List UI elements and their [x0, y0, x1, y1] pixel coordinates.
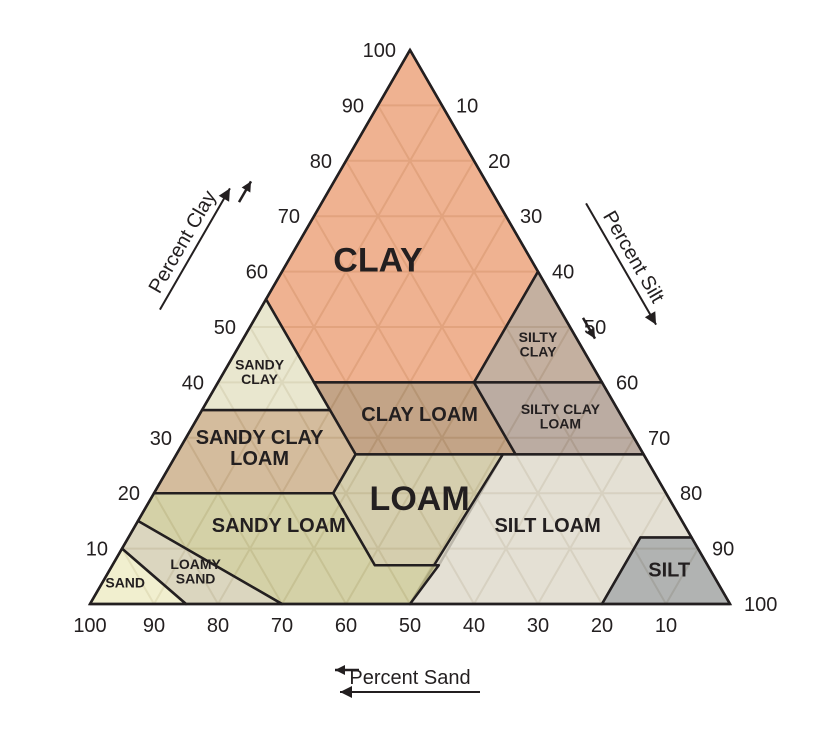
tick-silt-70: 70 — [648, 428, 670, 450]
tick-silt-40: 40 — [552, 262, 574, 284]
tick-sand-70: 70 — [271, 615, 293, 637]
tick-clay-80: 80 — [310, 151, 332, 173]
tick-clay-30: 30 — [150, 428, 172, 450]
tick-sand-50: 50 — [399, 615, 421, 637]
tick-clay-100: 100 — [363, 40, 396, 62]
tick-clay-40: 40 — [182, 372, 204, 394]
tick-clay-60: 60 — [246, 262, 268, 284]
label-loam: LOAM — [370, 480, 470, 518]
label-loamy-sand: LOAMYSAND — [170, 556, 221, 587]
label-clay-loam: CLAY LOAM — [361, 404, 478, 426]
tick-silt-60: 60 — [616, 372, 638, 394]
tick-silt-20: 20 — [488, 151, 510, 173]
tick-clay-10: 10 — [86, 539, 108, 561]
tick-clay-70: 70 — [278, 206, 300, 228]
tick-silt-50: 50 — [584, 317, 606, 339]
tick-silt-10: 10 — [456, 95, 478, 117]
tick-clay-90: 90 — [342, 95, 364, 117]
label-clay: CLAY — [333, 242, 423, 280]
label-silt-loam: SILT LOAM — [494, 515, 600, 537]
tick-sand-40: 40 — [463, 615, 485, 637]
label-silty-clay: SILTYCLAY — [519, 329, 558, 360]
label-sandy-loam: SANDY LOAM — [212, 515, 346, 537]
tick-silt-80: 80 — [680, 483, 702, 505]
tick-sand-60: 60 — [335, 615, 357, 637]
tick-silt-90: 90 — [712, 539, 734, 561]
label-silt: SILT — [648, 559, 690, 581]
tick-sand-90: 90 — [143, 615, 165, 637]
label-sandy-clay: SANDYCLAY — [235, 357, 285, 388]
tick-clay-50: 50 — [214, 317, 236, 339]
tick-sand-10: 10 — [655, 615, 677, 637]
tick-clay-20: 20 — [118, 483, 140, 505]
tick-silt-100: 100 — [744, 594, 777, 616]
tick-sand-30: 30 — [527, 615, 549, 637]
tick-sand-100: 100 — [73, 615, 106, 637]
label-sand: SAND — [105, 574, 145, 590]
tick-sand-20: 20 — [591, 615, 613, 637]
tick-sand-80: 80 — [207, 615, 229, 637]
svg-text:Percent Sand: Percent Sand — [349, 667, 470, 689]
soil-texture-triangle: CLAYSILTYCLAYSANDYCLAYCLAY LOAMSILTY CLA… — [0, 0, 819, 732]
tick-silt-30: 30 — [520, 206, 542, 228]
